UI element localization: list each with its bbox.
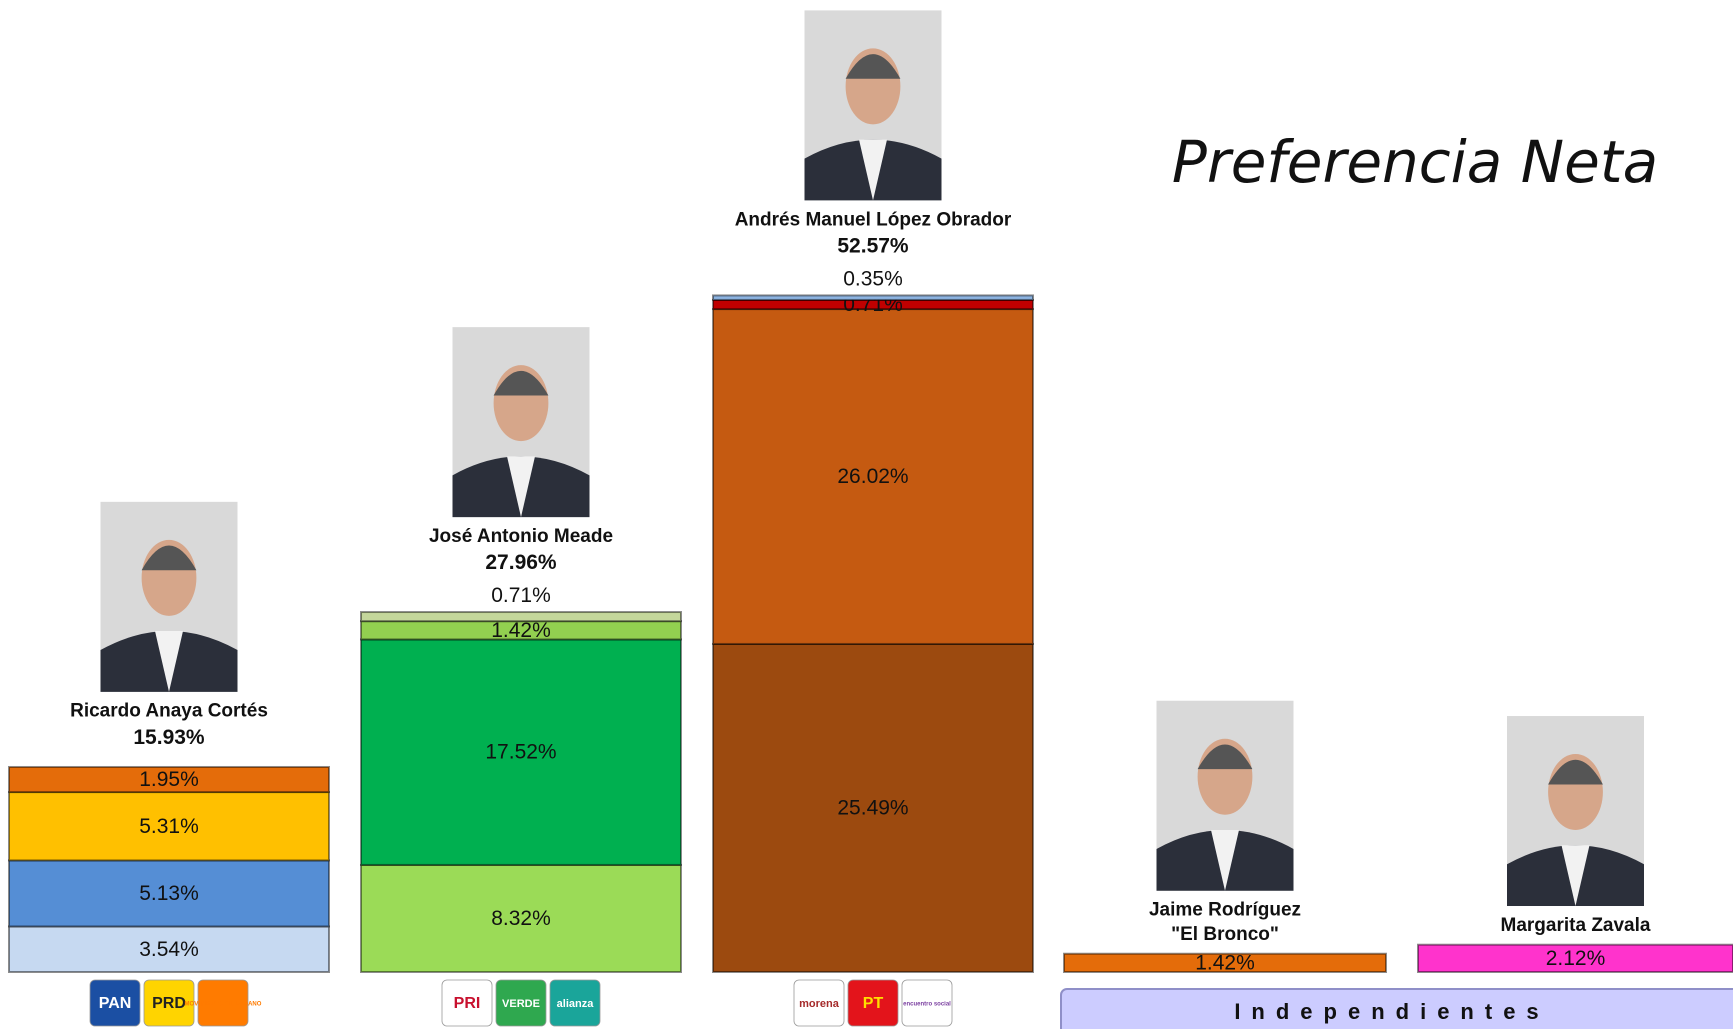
segment-label: 0.35% (843, 268, 903, 291)
segment-label: 26.02% (837, 465, 908, 488)
candidate-name: Margarita Zavala (1501, 915, 1651, 936)
party-logo-text: encuentro social (903, 1002, 951, 1008)
party-logo-text: PRD (152, 995, 186, 1012)
party-logo-text: PRI (454, 995, 481, 1012)
segment-label: 5.31% (139, 815, 199, 838)
candidate-total: 52.57% (837, 234, 909, 257)
segment-label: 5.13% (139, 882, 199, 905)
candidate-photo (1157, 701, 1294, 891)
candidate-photo (805, 10, 942, 200)
candidate-name: Ricardo Anaya Cortés (70, 701, 268, 722)
party-logo-text: VERDE (502, 998, 540, 1010)
party-logo-text: PT (863, 995, 884, 1012)
segment-label: 1.42% (491, 619, 551, 642)
bar-segment (713, 295, 1033, 300)
party-logo-text: MOVIMIENTO CIUDADANO (185, 1002, 262, 1008)
segment-label: 3.54% (139, 938, 199, 961)
candidate-name: Jaime Rodríguez (1149, 900, 1301, 921)
candidate-photo (101, 502, 238, 692)
segment-label: 1.42% (1195, 951, 1255, 974)
group-label: Independientes (1234, 999, 1549, 1024)
chart-title: Preferencia Neta (1172, 128, 1658, 196)
segment-label: 2.12% (1546, 947, 1606, 970)
party-logo-text: morena (799, 998, 840, 1010)
segment-label: 25.49% (837, 797, 908, 820)
candidate-total: 27.96% (485, 551, 557, 574)
chart: Preferencia Neta 3.54% 5.13% 5.31% 1.95% 15.… (0, 0, 1733, 1029)
segment-label: 8.32% (491, 907, 551, 930)
candidate-photo (453, 327, 590, 517)
segment-label: 17.52% (485, 741, 556, 764)
segment-label: 0.71% (491, 584, 551, 607)
bar-segment (361, 612, 681, 621)
candidate-total: 15.93% (133, 726, 205, 749)
candidate-name: José Antonio Meade (429, 526, 613, 547)
candidate-name: "El Bronco" (1171, 924, 1279, 945)
party-logo-text: PAN (99, 995, 132, 1012)
party-logo-text: alianza (557, 998, 595, 1010)
candidate-photo (1507, 716, 1644, 906)
segment-label: 1.95% (139, 768, 199, 791)
candidate-name: Andrés Manuel López Obrador (735, 209, 1012, 230)
